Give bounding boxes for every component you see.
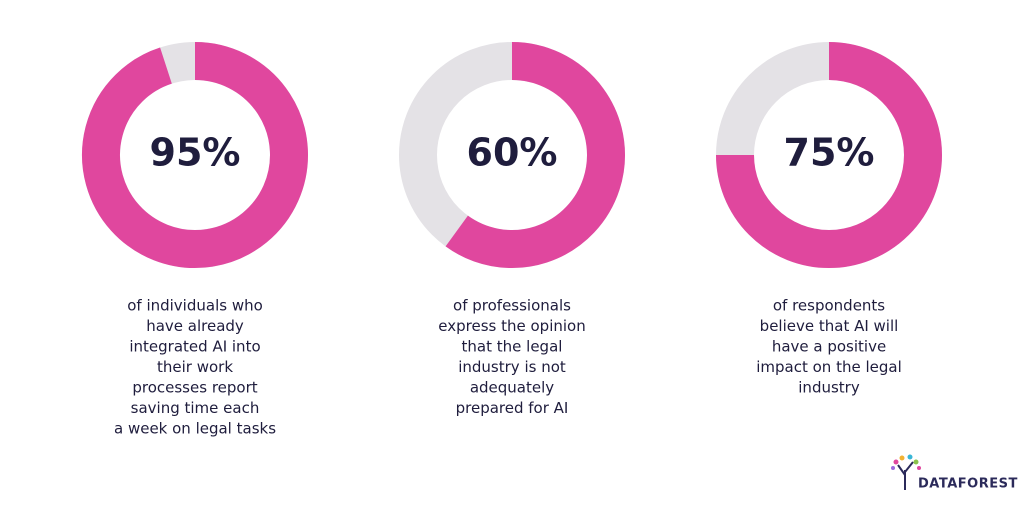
caption-line: impact on the legal xyxy=(756,358,902,376)
caption-line: believe that AI will xyxy=(760,317,899,335)
percent-label: 75% xyxy=(784,131,875,175)
caption-line: industry xyxy=(798,379,860,397)
caption-line: of individuals who xyxy=(127,297,263,315)
donut-arc xyxy=(82,42,308,268)
logo-icon xyxy=(891,454,921,490)
donut-arc xyxy=(716,42,942,268)
caption-line: processes report xyxy=(132,379,257,397)
caption-line: a week on legal tasks xyxy=(114,420,276,438)
caption-line: industry is not xyxy=(458,358,566,376)
donut-arc xyxy=(445,42,625,268)
percent-label: 95% xyxy=(150,131,241,175)
caption-line: of respondents xyxy=(773,297,885,315)
caption-line: that the legal xyxy=(462,338,563,356)
caption-line: have a positive xyxy=(772,338,886,356)
caption-line: adequately xyxy=(470,379,554,397)
caption-line: of professionals xyxy=(453,297,571,315)
caption-line: have already xyxy=(146,317,244,335)
caption-line: prepared for AI xyxy=(456,399,569,417)
logo-text: DATAFOREST xyxy=(918,477,1018,492)
caption-line: saving time each xyxy=(131,399,260,417)
caption-line: their work xyxy=(157,358,233,376)
caption-line: integrated AI into xyxy=(129,338,260,356)
caption-line: express the opinion xyxy=(438,317,585,335)
percent-label: 60% xyxy=(467,131,558,175)
